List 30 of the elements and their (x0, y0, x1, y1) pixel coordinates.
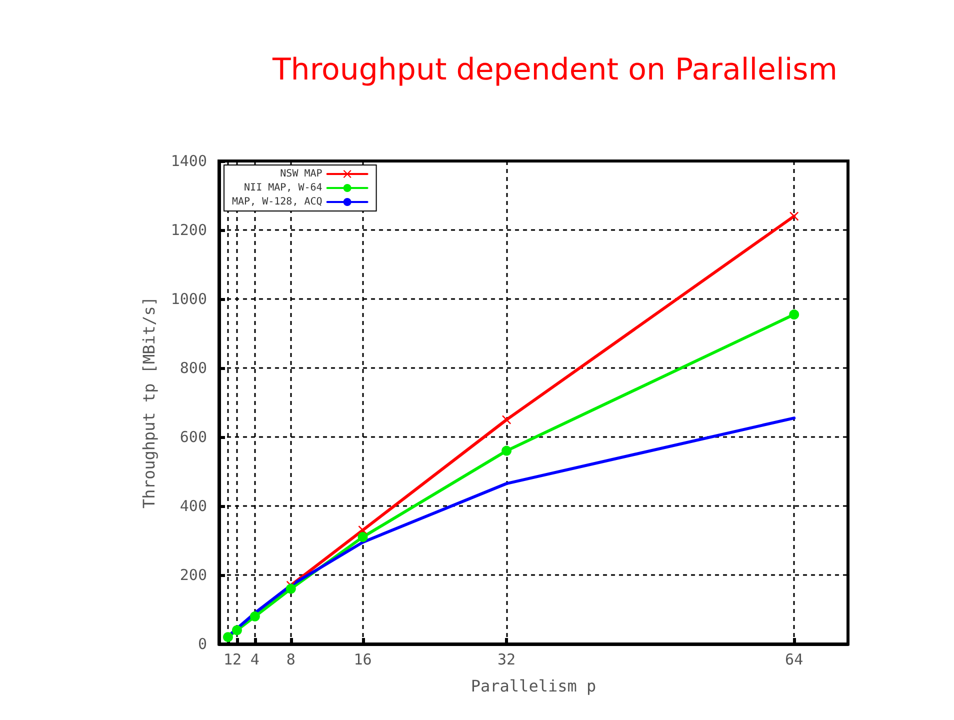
y-tick-label: 1200 (170, 221, 207, 239)
x-tick-label: 1 (223, 650, 232, 668)
point (502, 415, 512, 424)
x-tick-label: 32 (498, 650, 516, 668)
x-axis-title: Parallelism p (470, 676, 596, 696)
y-tick-label: 800 (180, 359, 207, 377)
chart-title: Throughput dependent on Parallelism (271, 52, 838, 88)
legend-label: NII MAP, W-64 (244, 182, 322, 194)
point (790, 212, 799, 221)
y-tick-label: 200 (180, 566, 207, 584)
point (232, 625, 242, 636)
x-tick-label: 2 (232, 650, 242, 668)
point (222, 632, 233, 642)
x-tick-label: 64 (785, 650, 804, 668)
point (250, 611, 260, 622)
y-tick-label: 600 (180, 428, 207, 446)
point (789, 310, 800, 320)
y-tick-label: 0 (198, 635, 207, 653)
x-tick-label: 16 (354, 650, 372, 668)
point (358, 532, 368, 542)
point (502, 446, 512, 456)
x-tick-label: 4 (250, 650, 260, 668)
y-tick-label: 400 (180, 497, 207, 515)
point (286, 584, 296, 594)
y-tick-label: 1000 (170, 290, 207, 308)
y-tick-label: 1400 (170, 152, 207, 170)
legend-label: NSW MAP (280, 168, 322, 180)
y-axis-title: Throughput tp [MBit/s] (140, 296, 158, 508)
x-tick-label: 8 (286, 650, 296, 668)
legend-label: MAP, W-128, ACQ (232, 196, 322, 208)
